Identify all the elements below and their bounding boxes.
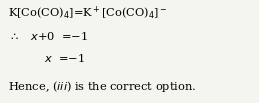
- Text: Hence, ($\mathit{iii}$) is the correct option.: Hence, ($\mathit{iii}$) is the correct o…: [8, 79, 196, 94]
- Text: $x$  =−1: $x$ =−1: [44, 52, 85, 64]
- Text: K[Co(CO)$_4$]=K$^+$[Co(CO)$_4$]$^-$: K[Co(CO)$_4$]=K$^+$[Co(CO)$_4$]$^-$: [8, 4, 168, 21]
- Text: $\therefore$   $x$+0  =−1: $\therefore$ $x$+0 =−1: [8, 30, 88, 42]
